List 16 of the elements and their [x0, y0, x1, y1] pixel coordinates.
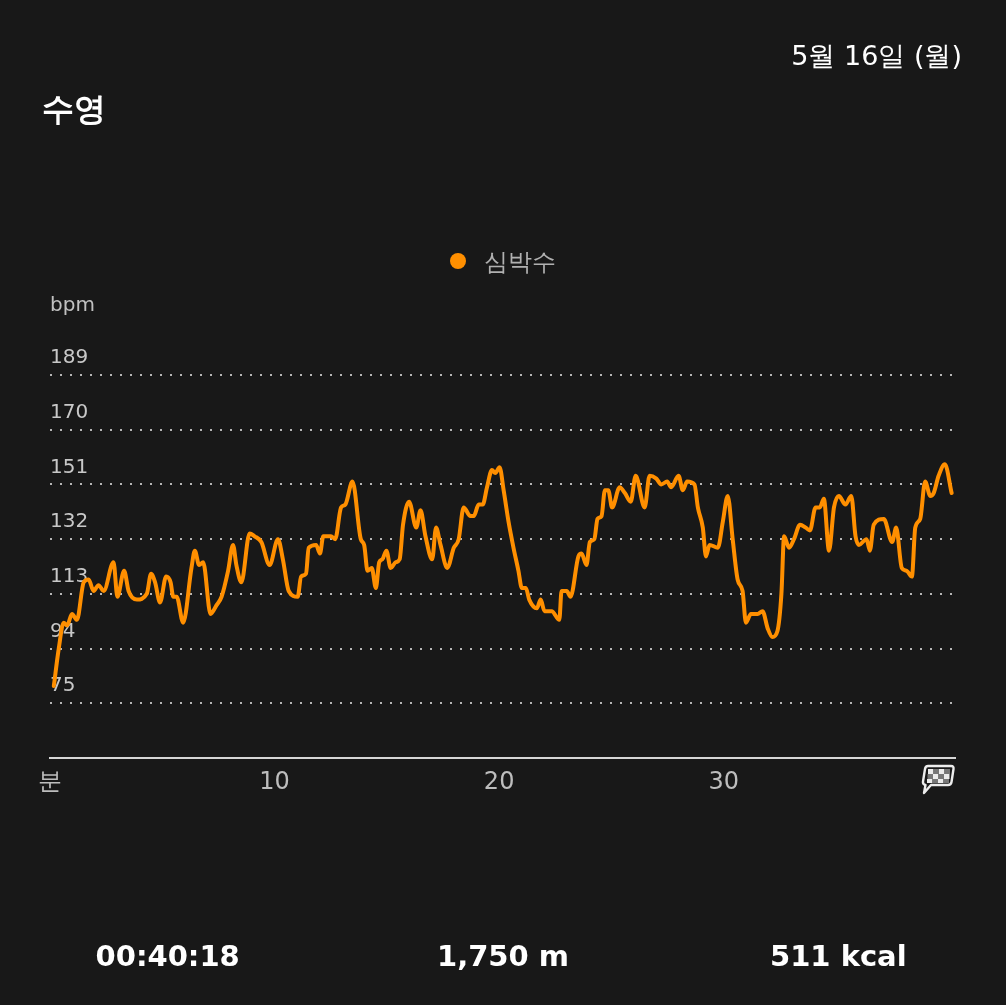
legend-label: 심박수	[484, 248, 556, 276]
chart-subtitle: 5월 16일 (월)	[791, 40, 962, 73]
y-axis-title: bpm	[50, 292, 95, 316]
text: 511 kcal	[769, 939, 908, 974]
y-tick-label: 189	[50, 344, 89, 369]
chart-title: 수영	[42, 90, 106, 129]
text: 1,750 m	[435, 939, 570, 974]
y-tick-label: 113	[50, 563, 89, 588]
y-tick-label: 132	[50, 508, 89, 533]
text: 00:40:18	[94, 939, 241, 974]
y-tick-label: 170	[50, 398, 89, 423]
x-tick-label: 10	[259, 766, 290, 795]
x-tick-label: 20	[483, 766, 515, 795]
y-tick-label: 151	[50, 453, 89, 478]
x-tick-label: 분	[38, 766, 62, 795]
x-tick-label: 30	[708, 766, 739, 795]
